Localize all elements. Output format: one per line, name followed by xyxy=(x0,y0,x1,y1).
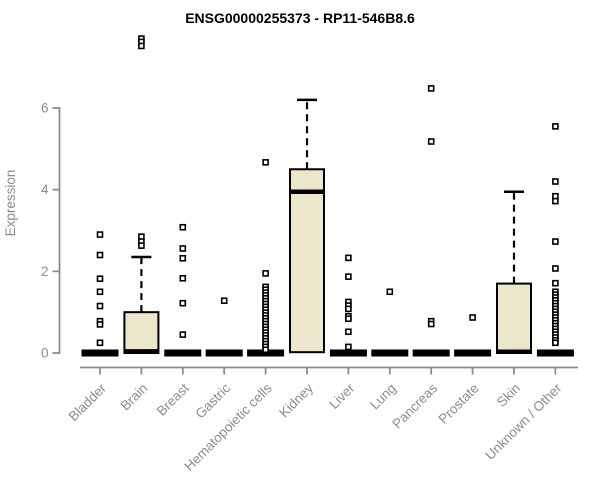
box-bladder xyxy=(81,231,119,357)
box-breast xyxy=(164,223,202,357)
outlier-point xyxy=(262,159,269,166)
outlier-point xyxy=(469,314,476,321)
outlier-point xyxy=(179,223,187,231)
y-axis-label: Expression xyxy=(3,170,18,237)
x-tick-label-liver: Liver xyxy=(326,380,358,412)
iqr-box xyxy=(123,311,160,355)
iqr-box xyxy=(496,282,532,354)
outlier-point xyxy=(262,346,269,354)
box-kidney xyxy=(289,98,325,354)
box-unknown-other xyxy=(536,123,574,357)
outliers-hematopoietic-cells xyxy=(262,159,269,354)
outlier-point xyxy=(179,274,187,282)
x-tick-label-pancreas: Pancreas xyxy=(389,380,440,431)
outlier-point xyxy=(552,279,559,287)
outlier-point xyxy=(220,297,228,305)
outliers-lung xyxy=(386,288,394,296)
collapsed-box xyxy=(412,349,450,357)
outlier-point xyxy=(427,85,435,92)
x-tick-label-prostate: Prostate xyxy=(436,381,482,427)
outlier-point xyxy=(96,275,104,282)
outlier-point xyxy=(96,251,104,259)
x-tick-label-unknown-other: Unknown / Other xyxy=(482,380,565,463)
outlier-point xyxy=(552,265,559,272)
outlier-point xyxy=(552,123,559,130)
collapsed-box xyxy=(454,349,492,357)
collapsed-box xyxy=(329,349,367,357)
outlier-point xyxy=(179,245,187,252)
y-tick-label: 6 xyxy=(41,101,49,116)
box-skin xyxy=(496,190,532,355)
outlier-point xyxy=(552,339,559,347)
outliers-gastric xyxy=(220,297,228,305)
outlier-point xyxy=(345,315,352,323)
outlier-point xyxy=(427,320,435,328)
x-tick-label-kidney: Kidney xyxy=(276,380,316,420)
outlier-point xyxy=(552,197,559,205)
x-tick-label-breast: Breast xyxy=(154,380,192,418)
y-tick-label: 4 xyxy=(41,182,49,197)
y-tick-label: 0 xyxy=(41,346,49,361)
outlier-point xyxy=(179,331,187,338)
x-tick-label-gastric: Gastric xyxy=(192,380,233,421)
box-pancreas xyxy=(412,85,450,357)
x-tick-label-skin: Skin xyxy=(494,381,523,410)
outlier-point xyxy=(138,242,145,249)
outlier-point xyxy=(552,178,559,185)
outliers-prostate xyxy=(469,314,476,321)
collapsed-box xyxy=(536,349,574,357)
y-axis xyxy=(52,107,61,354)
outlier-point xyxy=(427,138,435,145)
box-liver xyxy=(329,254,367,357)
x-tick-label-lung: Lung xyxy=(367,381,399,413)
outlier-point xyxy=(345,273,352,280)
collapsed-box xyxy=(371,349,409,357)
x-tick-label-bladder: Bladder xyxy=(66,380,110,424)
x-tick-label-brain: Brain xyxy=(118,381,151,414)
chart-title: ENSG00000255373 - RP11-546B8.6 xyxy=(185,10,415,26)
box-gastric xyxy=(205,297,243,357)
outlier-point xyxy=(179,254,187,262)
box-hematopoietic-cells xyxy=(247,159,285,357)
outlier-point xyxy=(96,302,104,310)
collapsed-box xyxy=(164,349,202,357)
outliers-pancreas xyxy=(427,85,435,328)
outliers-brain xyxy=(138,35,145,249)
y-tick-label: 2 xyxy=(41,264,49,279)
box-prostate xyxy=(454,314,492,357)
x-axis xyxy=(80,366,578,375)
outlier-point xyxy=(345,254,352,262)
outlier-point xyxy=(96,288,104,296)
outlier-point xyxy=(345,328,352,336)
box-brain xyxy=(123,35,160,355)
outlier-point xyxy=(345,305,352,313)
outlier-point xyxy=(96,231,104,238)
outlier-point xyxy=(96,339,104,347)
outlier-point xyxy=(386,288,394,296)
plot-area: 0 2 4 6 Bladder Brain Breast GastricHematopoiet… xyxy=(41,35,578,474)
outliers-bladder xyxy=(96,231,104,347)
outliers-unknown-other xyxy=(552,123,559,347)
collapsed-box xyxy=(205,349,243,357)
y-tick-labels: 0 2 4 6 xyxy=(41,101,49,361)
outlier-point xyxy=(179,299,187,307)
outliers-liver xyxy=(345,254,352,351)
outliers-breast xyxy=(179,223,187,338)
outlier-point xyxy=(345,343,352,351)
box-lung xyxy=(371,288,409,357)
outlier-point xyxy=(552,238,559,245)
outlier-point xyxy=(262,270,269,277)
outlier-point xyxy=(138,42,145,50)
iqr-box xyxy=(289,168,325,354)
collapsed-box xyxy=(81,349,119,357)
outlier-point xyxy=(96,321,104,328)
